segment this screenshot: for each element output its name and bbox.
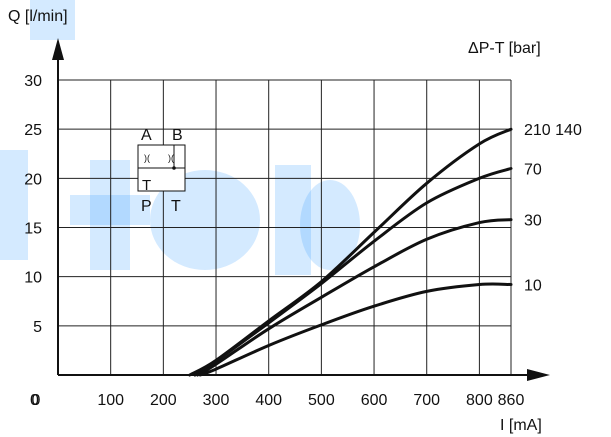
x-tick-label-9: 860 [498, 392, 525, 409]
legend-title: ΔP-T [bar] [468, 40, 541, 57]
series-label-2: 30 [524, 213, 542, 230]
x-tick-label-2: 200 [150, 392, 177, 409]
y-tick-label-1: 10 [24, 270, 42, 287]
x-tick-label-3: 300 [203, 392, 230, 409]
x-tick-labels: 0 100 200 300 400 500 600 700 800 860 [32, 392, 525, 409]
y-tick-label-5: 30 [24, 73, 42, 90]
series-line-2 [196, 218, 513, 377]
watermark [0, 0, 360, 275]
x-tick-label-5: 500 [308, 392, 335, 409]
axes [52, 38, 550, 381]
inset-label-b: B [172, 127, 183, 144]
x-tick-label-0: 0 [32, 392, 41, 409]
x-tick-label-4: 400 [255, 392, 282, 409]
inset-restrictor-a: )( [144, 153, 150, 163]
series-layer [188, 127, 513, 377]
inset-restrictor-b: )( [168, 153, 174, 163]
y-tick-labels: 5 10 15 20 25 30 [24, 73, 42, 336]
y-tick-label-2: 15 [24, 221, 42, 238]
inset-label-a: A [141, 127, 152, 144]
y-origin-label: 0 [30, 392, 39, 409]
y-tick-label-0: 5 [33, 319, 42, 336]
inset-label-p: P [141, 198, 152, 215]
y-axis-title: Q [l/min] [8, 8, 68, 25]
x-axis-arrow [527, 369, 550, 381]
y-axis-arrow [52, 38, 64, 60]
x-tick-label-6: 600 [361, 392, 388, 409]
series-label-0: 210 140 [524, 122, 582, 139]
series-labels: 210 140 70 30 10 [524, 122, 582, 294]
x-tick-label-8: 800 [466, 392, 493, 409]
inset-label-t-inner: T [142, 177, 151, 194]
inset-node [172, 166, 176, 170]
x-axis-title: I [mA] [500, 417, 542, 434]
inset-valve-symbol: )( )( A B T P T [137, 127, 186, 215]
y-tick-label-3: 20 [24, 171, 42, 188]
series-line-3 [198, 282, 513, 377]
grid [58, 79, 512, 375]
series-label-1: 70 [524, 162, 542, 179]
inset-label-t: T [171, 198, 181, 215]
y-tick-label-4: 25 [24, 122, 42, 139]
x-tick-label-7: 700 [413, 392, 440, 409]
series-label-3: 10 [524, 278, 542, 295]
series-line-1 [193, 167, 513, 377]
x-tick-label-1: 100 [97, 392, 124, 409]
